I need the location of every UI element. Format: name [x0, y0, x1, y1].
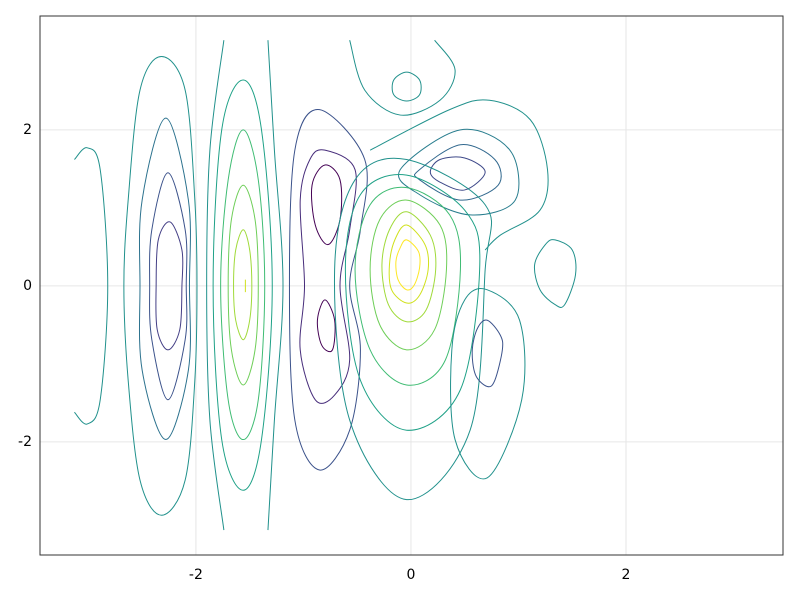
contour-line — [299, 149, 357, 404]
contour-line — [316, 299, 336, 353]
contour-line — [533, 239, 577, 308]
contour-line — [354, 186, 462, 386]
contour-line — [429, 156, 486, 191]
x-tick-label: -2 — [189, 567, 203, 583]
contour-line — [220, 129, 266, 441]
plot-area — [74, 39, 577, 531]
contour-line — [227, 184, 259, 386]
x-tick-label: 2 — [622, 567, 631, 583]
contour-line — [349, 39, 456, 116]
contour-line — [413, 144, 502, 201]
contour-line — [206, 40, 225, 531]
contour-line — [149, 172, 188, 401]
contour-line — [267, 40, 284, 531]
x-tick-label: 0 — [407, 567, 416, 583]
contour-line — [233, 229, 253, 341]
contour-line — [74, 147, 109, 425]
axes-frame — [39, 15, 784, 556]
contour-line — [388, 224, 430, 304]
contour-line — [381, 211, 437, 323]
contour-line — [138, 117, 191, 441]
contour-line — [398, 128, 520, 216]
contour-line — [212, 79, 273, 491]
y-tick-label: 0 — [23, 278, 32, 294]
contour-line — [395, 239, 421, 291]
contour-line — [369, 199, 448, 351]
contour-line — [123, 56, 198, 516]
contour-line — [471, 319, 504, 388]
contour-line — [344, 174, 481, 431]
contour-line — [391, 71, 422, 102]
contour-line — [333, 157, 493, 501]
contour-line — [450, 288, 526, 480]
y-tick-label: -2 — [18, 434, 32, 450]
contour-line — [288, 109, 368, 471]
y-tick-label: 2 — [23, 122, 32, 138]
tick-labels: -2 0 2 -2 0 2 — [18, 122, 630, 583]
contour-line — [155, 221, 184, 351]
contour-line — [310, 164, 343, 246]
grid — [40, 16, 783, 555]
contour-line — [369, 99, 549, 251]
